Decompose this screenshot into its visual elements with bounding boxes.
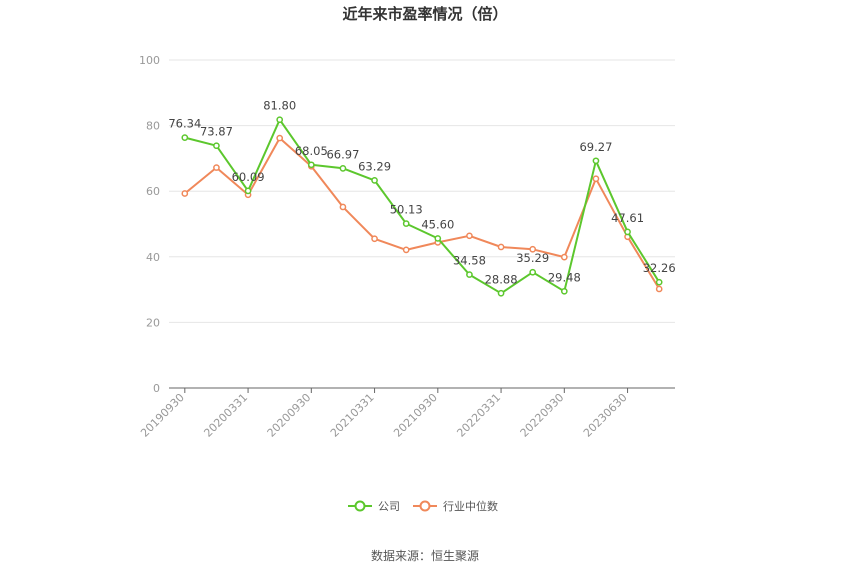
company-data-label: 45.60: [421, 217, 454, 231]
industry-point: [213, 164, 220, 171]
legend-company-label: 公司: [378, 500, 400, 513]
industry-point: [529, 245, 537, 253]
legend-industry-label: 行业中位数: [443, 499, 498, 513]
company-point: [402, 220, 410, 227]
company-point: [624, 228, 631, 236]
company-point: [244, 187, 252, 195]
company-point: [434, 235, 442, 242]
company-point: [213, 142, 220, 150]
industry-point: [655, 285, 663, 293]
y-tick-label: 40: [146, 251, 160, 264]
company-point: [497, 289, 505, 297]
x-tick-label: 20230630: [581, 391, 630, 440]
legend-company-marker: [354, 500, 366, 512]
y-tick-label: 80: [146, 120, 160, 133]
company-point: [181, 134, 189, 141]
industry-point: [371, 235, 378, 243]
company-data-label: 29.48: [548, 270, 581, 284]
y-tick-label: 100: [139, 54, 160, 67]
industry-point: [560, 253, 568, 261]
industry-series-line: [184, 137, 661, 290]
company-data-label: 68.05: [295, 144, 328, 158]
company-point: [560, 287, 568, 295]
x-tick-label: 20220930: [518, 391, 567, 440]
industry-point: [339, 203, 347, 211]
y-tick-label: 60: [146, 185, 160, 198]
company-series-line: [184, 118, 661, 295]
company-point: [307, 161, 315, 169]
x-tick-label: 20220331: [454, 391, 503, 440]
industry-point: [402, 246, 410, 254]
company-point: [371, 177, 378, 184]
grid: [169, 59, 675, 323]
legend[interactable]: 公司 行业中位数: [348, 499, 498, 513]
company-data-label: 35.29: [516, 251, 549, 265]
chart-title: 近年来市盈率情况（倍）: [342, 5, 507, 23]
industry-point: [181, 190, 189, 197]
company-data-label: 34.58: [453, 254, 486, 268]
legend-industry-marker: [419, 500, 431, 512]
company-data-label: 63.29: [358, 159, 391, 173]
company-point: [592, 157, 600, 165]
industry-point: [466, 232, 473, 240]
company-point: [529, 268, 537, 276]
company-data-label: 50.13: [390, 203, 423, 217]
company-data-label: 73.87: [200, 125, 233, 139]
industry-point: [592, 175, 600, 183]
industry-point: [497, 243, 505, 251]
company-point: [655, 278, 663, 286]
industry-point: [276, 134, 284, 142]
company-data-label: 69.27: [579, 140, 612, 154]
company-point: [466, 271, 473, 278]
company-data-label: 28.88: [485, 272, 518, 286]
x-tick-label: 20210930: [391, 391, 440, 440]
company-data-label: 47.61: [611, 211, 644, 225]
company-point: [276, 116, 284, 124]
company-data-label: 81.80: [263, 99, 296, 113]
y-tick-label: 0: [153, 382, 160, 395]
source-text: 数据来源：恒生聚源: [371, 548, 479, 563]
company-data-label: 60.09: [232, 170, 265, 184]
company-point: [339, 164, 347, 172]
company-data-label: 76.34: [168, 117, 201, 131]
x-tick-label: 20200331: [201, 391, 250, 440]
series-lines: [181, 116, 663, 297]
company-data-label: 66.97: [326, 147, 359, 161]
y-tick-label: 20: [146, 316, 160, 329]
x-tick-label: 20210331: [328, 391, 377, 440]
x-tick-label: 20200930: [265, 391, 314, 440]
x-tick-label: 20190930: [138, 391, 187, 440]
company-data-label: 32.26: [643, 261, 676, 275]
